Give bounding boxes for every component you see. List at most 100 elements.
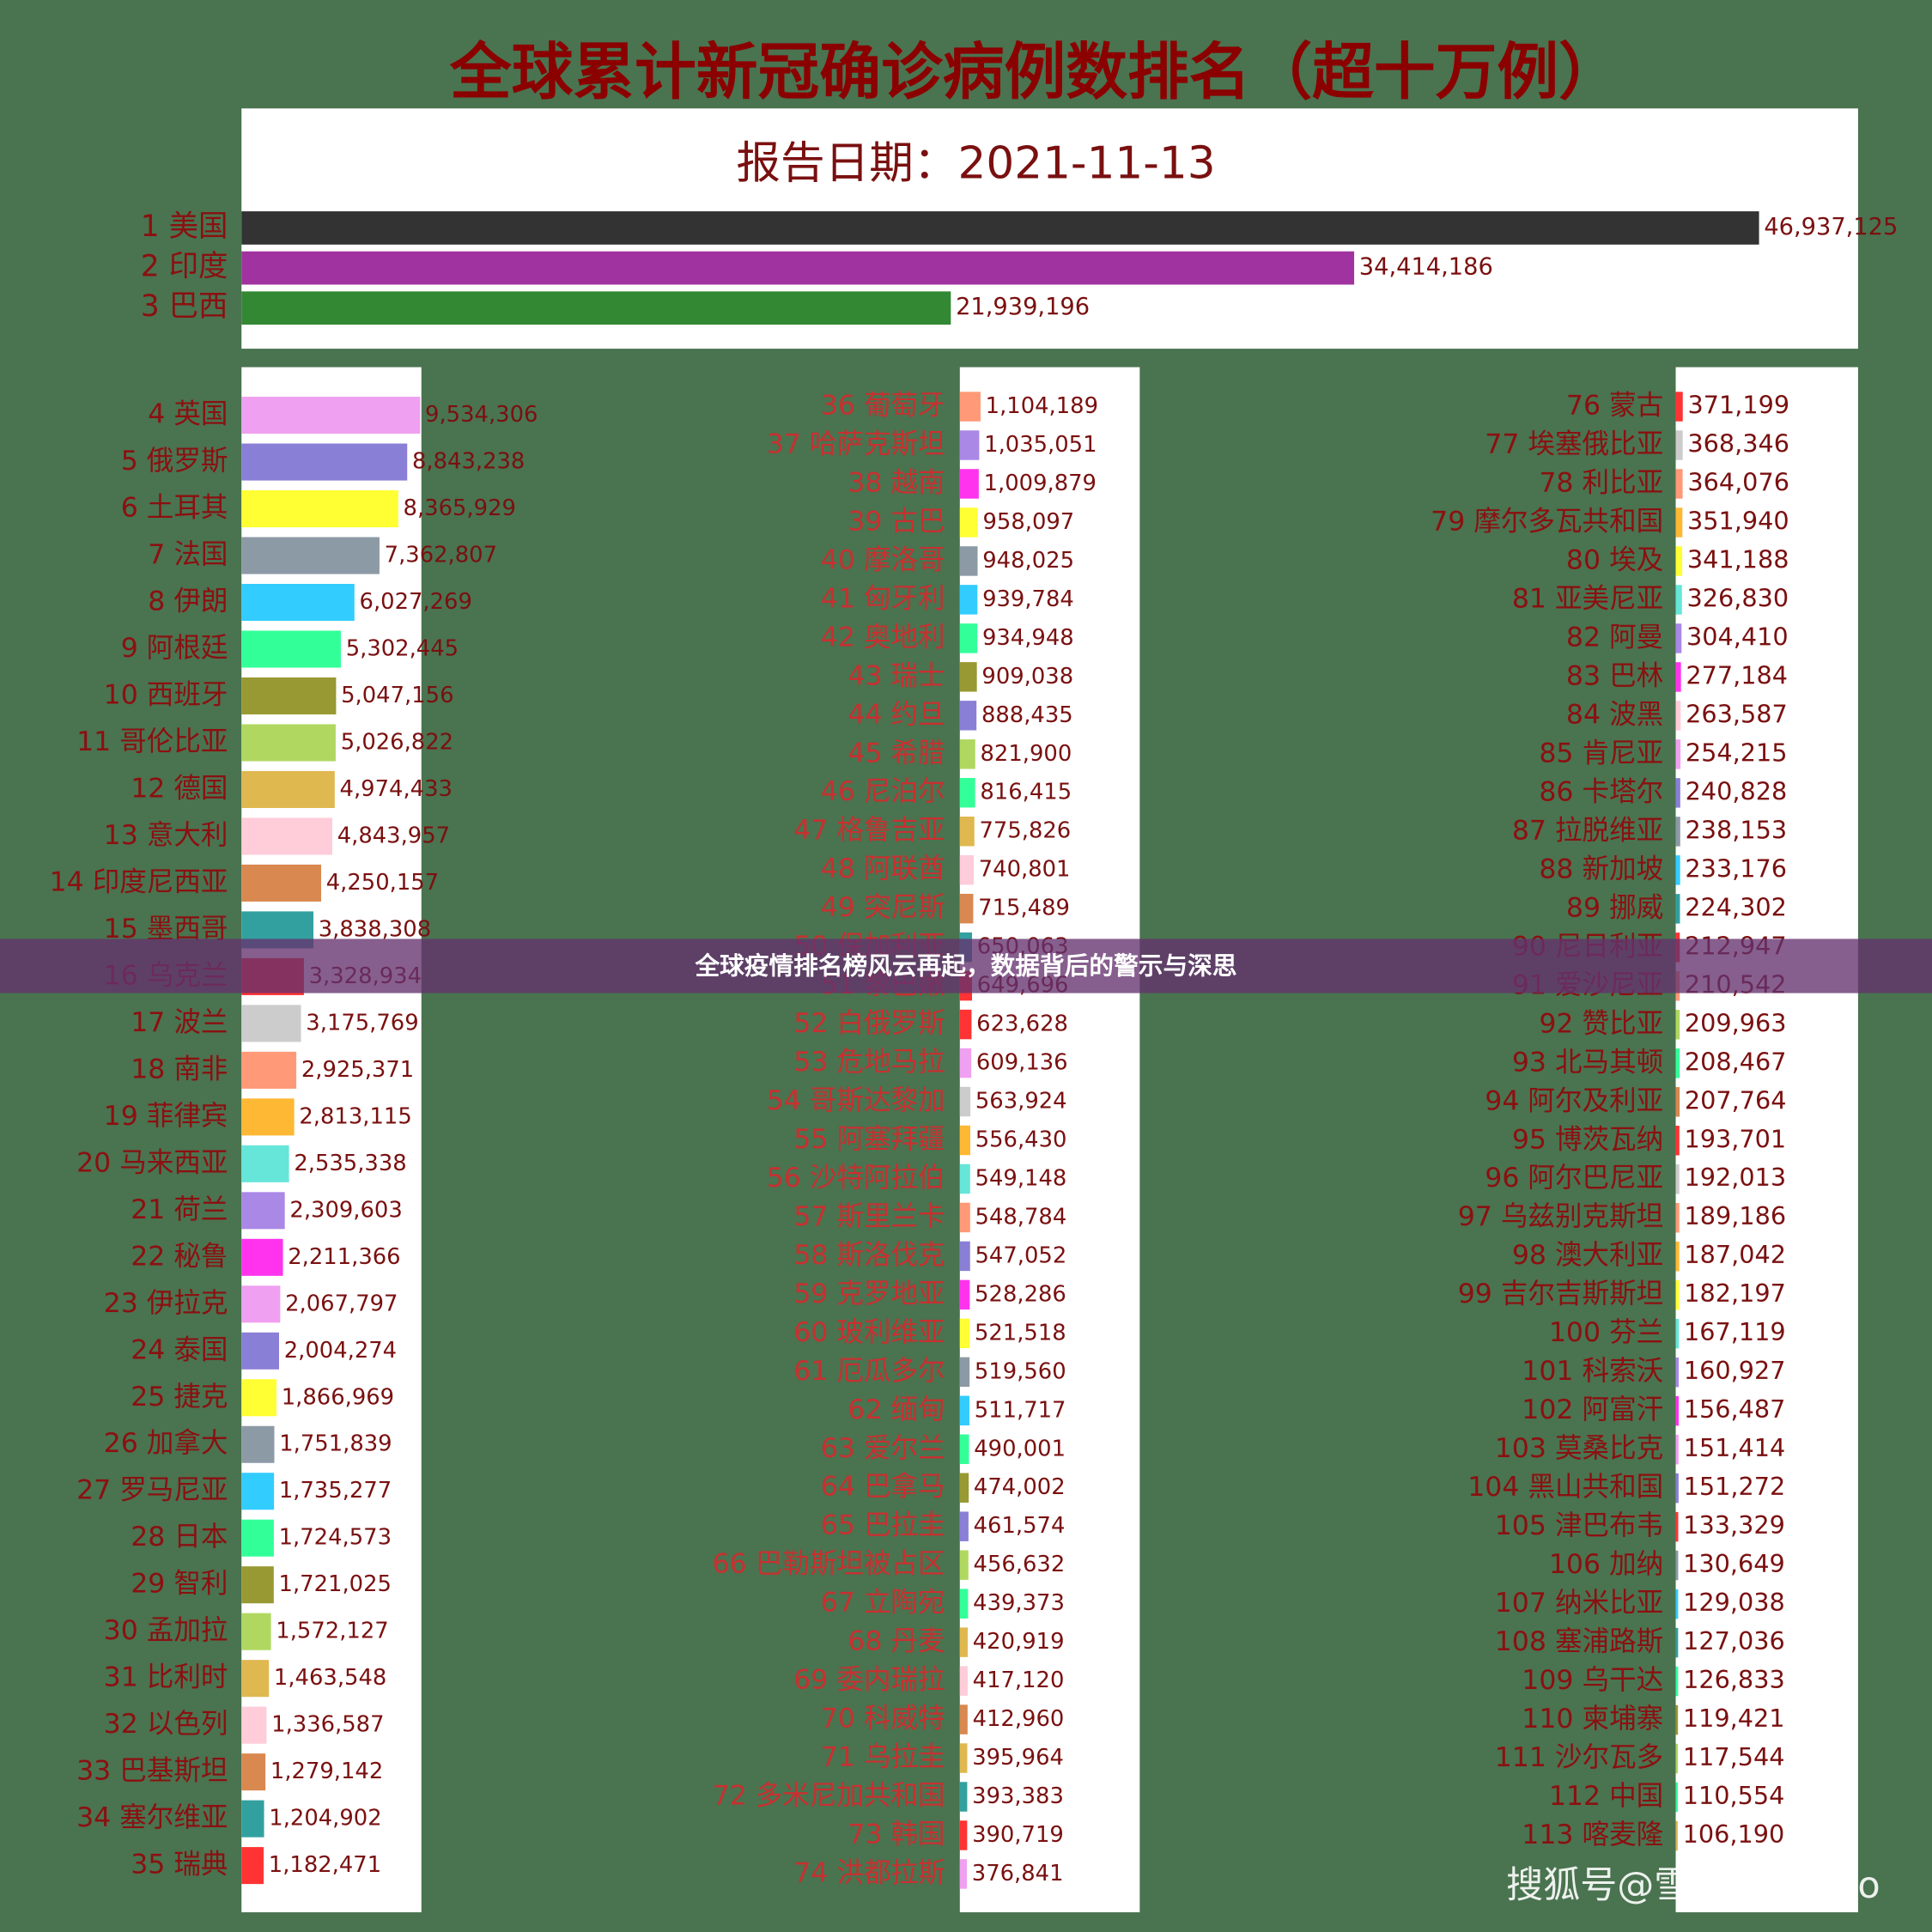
value-label: 1,721,025 [279, 1571, 392, 1597]
category-label: 79 摩尔多瓦共和国 [1431, 506, 1663, 537]
bar [1675, 1704, 1679, 1735]
bar [1675, 623, 1682, 653]
value-label: 934,948 [982, 625, 1074, 651]
category-label: 97 乌兹别克斯坦 [1458, 1201, 1663, 1232]
value-label: 277,184 [1686, 660, 1788, 690]
bar [959, 1550, 969, 1580]
category-label: 73 韩国 [848, 1819, 945, 1850]
bar [1675, 1318, 1680, 1349]
category-label: 30 孟加拉 [104, 1615, 228, 1646]
bar [1675, 1203, 1680, 1233]
category-label: 104 黑山共和国 [1467, 1472, 1663, 1503]
bar [959, 893, 974, 924]
value-label: 1,182,471 [269, 1852, 381, 1878]
bar [1675, 1820, 1678, 1851]
bar [959, 469, 979, 499]
category-label: 68 丹麦 [848, 1626, 945, 1657]
category-label: 10 西班牙 [104, 679, 228, 710]
category-label: 44 约旦 [848, 699, 945, 730]
bar [959, 1163, 970, 1194]
bar [1675, 1164, 1680, 1194]
category-label: 33 巴基斯坦 [76, 1756, 228, 1787]
bar [241, 1098, 295, 1136]
bar [241, 1473, 275, 1510]
bar [959, 1511, 969, 1541]
category-label: 102 阿富汗 [1522, 1394, 1663, 1425]
category-label: 53 危地马拉 [793, 1047, 945, 1078]
category-label: 110 柬埔寨 [1522, 1704, 1663, 1735]
category-label: 77 埃塞俄比亚 [1485, 429, 1663, 460]
category-label: 39 古巴 [848, 506, 945, 537]
category-label: 78 利比亚 [1539, 468, 1663, 499]
category-label: 52 白俄罗斯 [793, 1008, 945, 1039]
category-label: 67 立陶宛 [821, 1588, 945, 1619]
bar [1675, 1357, 1680, 1388]
category-label: 93 北马其顿 [1512, 1047, 1663, 1078]
bar [959, 1627, 969, 1657]
bar [241, 1145, 289, 1182]
category-label: 81 亚美尼亚 [1512, 583, 1663, 614]
bar [1675, 701, 1681, 731]
category-label: 55 阿塞拜疆 [793, 1124, 945, 1155]
bar [959, 816, 975, 847]
bar [959, 662, 977, 692]
bar [241, 291, 951, 325]
bar [241, 1285, 281, 1323]
bar [1675, 855, 1680, 885]
value-label: 1,751,839 [279, 1431, 392, 1457]
value-label: 263,587 [1686, 699, 1788, 728]
value-label: 4,974,433 [340, 776, 453, 802]
value-label: 3,175,769 [306, 1010, 418, 1036]
value-label: 106,190 [1683, 1820, 1785, 1849]
value-label: 1,735,277 [279, 1478, 392, 1504]
bar [1675, 1395, 1679, 1426]
category-label: 12 德国 [131, 773, 228, 804]
value-label: 1,336,587 [271, 1712, 384, 1738]
value-label: 192,013 [1685, 1163, 1787, 1192]
value-label: 119,421 [1683, 1704, 1785, 1733]
value-label: 371,199 [1687, 391, 1789, 420]
value-label: 1,279,142 [270, 1759, 383, 1784]
value-label: 511,717 [975, 1397, 1066, 1423]
bar [959, 430, 980, 460]
value-label: 1,204,902 [269, 1806, 381, 1832]
value-label: 412,960 [973, 1706, 1065, 1732]
category-label: 80 埃及 [1566, 544, 1663, 575]
value-label: 4,250,157 [326, 870, 439, 896]
category-label: 23 伊拉克 [104, 1288, 228, 1319]
value-label: 740,801 [979, 857, 1071, 883]
category-label: 34 塞尔维亚 [76, 1802, 228, 1833]
value-label: 521,518 [975, 1320, 1066, 1346]
bar [241, 864, 322, 902]
value-label: 490,001 [974, 1436, 1066, 1461]
bar [959, 1086, 971, 1117]
value-label: 304,410 [1686, 622, 1789, 651]
category-label: 47 格鲁吉亚 [793, 815, 945, 846]
value-label: 519,560 [975, 1358, 1066, 1384]
value-label: 1,104,189 [986, 393, 1098, 419]
value-label: 9,534,306 [425, 402, 538, 428]
bar [1675, 817, 1680, 847]
value-label: 326,830 [1687, 583, 1789, 612]
bar [241, 251, 1355, 285]
value-label: 390,719 [972, 1822, 1064, 1848]
value-label: 351,940 [1687, 506, 1789, 535]
category-label: 69 委内瑞拉 [793, 1665, 945, 1696]
value-label: 775,826 [979, 818, 1071, 844]
bar [241, 397, 421, 434]
category-label: 35 瑞典 [131, 1850, 228, 1880]
bar [959, 507, 978, 538]
bar [1675, 1589, 1679, 1619]
bar [241, 1332, 279, 1370]
category-label: 3 巴西 [141, 289, 228, 324]
value-label: 238,153 [1686, 815, 1788, 844]
value-label: 167,119 [1684, 1317, 1786, 1346]
value-label: 909,038 [981, 664, 1073, 690]
bar [1675, 1241, 1680, 1272]
category-label: 5 俄罗斯 [121, 446, 228, 477]
value-label: 395,964 [972, 1745, 1064, 1771]
bar [959, 585, 978, 615]
bar [1675, 1666, 1679, 1697]
category-label: 46 尼泊尔 [821, 776, 945, 807]
category-label: 28 日本 [131, 1522, 228, 1552]
